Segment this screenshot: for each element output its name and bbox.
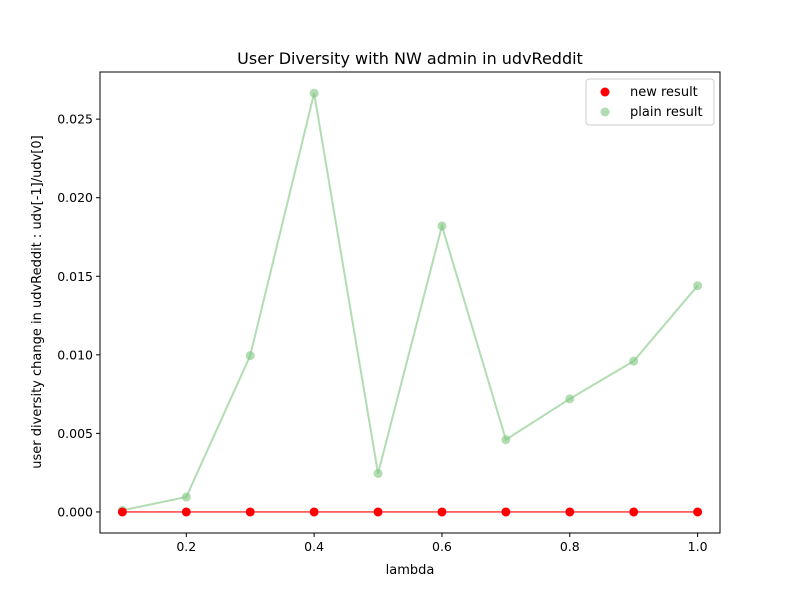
data-point-new-result <box>629 507 639 517</box>
plot-frame <box>99 71 721 534</box>
legend-marker-new-result <box>600 87 610 97</box>
x-tick-label: 0.6 <box>432 539 452 554</box>
y-axis-label: user diversity change in udvReddit : udv… <box>30 135 45 468</box>
data-point-new-result <box>181 507 191 517</box>
y-tick-label: 0.005 <box>57 426 93 441</box>
data-point-plain-result <box>437 221 447 231</box>
data-point-new-result <box>565 507 575 517</box>
data-point-new-result <box>373 507 383 517</box>
x-tick-label: 0.2 <box>176 539 196 554</box>
chart-title: User Diversity with NW admin in udvReddi… <box>237 49 583 68</box>
legend-label-new-result: new result <box>630 85 698 100</box>
data-point-new-result <box>501 507 511 517</box>
y-tick-label: 0.015 <box>57 269 93 284</box>
data-point-plain-result <box>181 492 191 502</box>
data-point-plain-result <box>373 468 383 478</box>
x-tick-label: 0.4 <box>304 539 324 554</box>
y-tick-label: 0.025 <box>57 112 93 127</box>
data-point-plain-result <box>309 88 319 98</box>
x-tick-label: 1.0 <box>688 539 708 554</box>
y-tick-label: 0.000 <box>57 504 93 519</box>
x-tick-label: 0.8 <box>560 539 580 554</box>
y-tick-label: 0.020 <box>57 190 93 205</box>
plot-area <box>117 88 703 517</box>
data-point-plain-result <box>565 394 575 404</box>
data-point-plain-result <box>245 351 255 361</box>
data-point-new-result <box>309 507 319 517</box>
x-axis-label: lambda <box>386 563 435 578</box>
data-point-new-result <box>117 507 127 517</box>
legend-label-plain-result: plain result <box>630 105 703 120</box>
y-axis: 0.000 0.005 0.010 0.015 0.020 0.025 <box>57 112 100 519</box>
data-point-new-result <box>245 507 255 517</box>
x-axis: 0.2 0.4 0.6 0.8 1.0 <box>176 533 708 554</box>
legend-box <box>585 78 715 126</box>
series-line-plain-result <box>122 92 699 512</box>
data-point-new-result <box>437 507 447 517</box>
data-point-plain-result <box>629 356 639 366</box>
data-point-new-result <box>693 507 703 517</box>
y-tick-label: 0.010 <box>57 347 93 362</box>
data-point-plain-result <box>501 435 511 445</box>
data-point-plain-result <box>693 281 703 291</box>
legend-marker-plain-result <box>600 107 610 117</box>
legend: new result plain result <box>585 78 715 126</box>
